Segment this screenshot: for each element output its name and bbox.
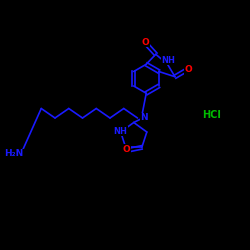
Text: O: O bbox=[184, 65, 192, 74]
Text: H₂N: H₂N bbox=[4, 149, 24, 158]
Text: NH: NH bbox=[161, 56, 175, 65]
Text: O: O bbox=[123, 144, 131, 154]
Text: N: N bbox=[140, 113, 148, 122]
Text: HCl: HCl bbox=[202, 110, 221, 120]
Text: O: O bbox=[142, 38, 150, 47]
Text: NH: NH bbox=[114, 127, 127, 136]
